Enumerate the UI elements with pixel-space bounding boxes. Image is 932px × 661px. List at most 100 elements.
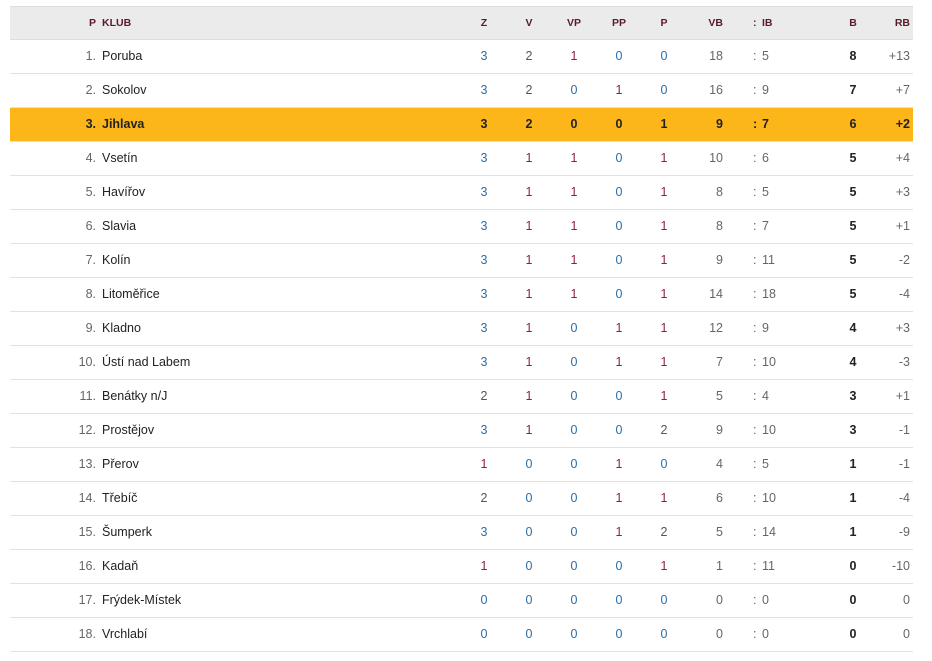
header-points[interactable]: B	[849, 17, 857, 29]
colon: :	[753, 253, 757, 267]
losses: 1	[660, 253, 668, 267]
losses: 1	[660, 219, 668, 233]
losses: 0	[660, 457, 668, 471]
points: 3	[849, 423, 857, 437]
goals-against: 14	[762, 525, 776, 539]
club-name[interactable]: Prostějov	[102, 423, 155, 437]
colon: :	[753, 287, 757, 301]
ot-wins: 1	[570, 219, 578, 233]
losses: 1	[660, 321, 668, 335]
header-position[interactable]: P	[88, 17, 96, 29]
ot-wins: 0	[570, 355, 578, 369]
club-name[interactable]: Benátky n/J	[102, 389, 168, 403]
ot-wins: 0	[570, 117, 578, 131]
colon: :	[753, 83, 757, 97]
goal-diff: 0	[903, 627, 910, 641]
club-name[interactable]: Jihlava	[102, 117, 145, 131]
table-row[interactable]: 9. Kladno 3 1 0 1 1 12:9 4 +3	[10, 312, 913, 346]
wins: 1	[525, 287, 533, 301]
table-row[interactable]: 11. Benátky n/J 2 1 0 0 1 5:4 3 +1	[10, 380, 913, 414]
colon: :	[753, 559, 757, 573]
played: 3	[480, 185, 488, 199]
position: 1.	[85, 49, 96, 63]
ot-losses: 0	[615, 593, 623, 607]
played: 3	[480, 253, 488, 267]
header-goals-for[interactable]: VB	[708, 17, 723, 29]
colon: :	[753, 49, 757, 63]
club-name[interactable]: Vrchlabí	[102, 627, 148, 641]
header-ot-losses[interactable]: PP	[611, 17, 626, 29]
ot-losses: 0	[615, 423, 623, 437]
table-row[interactable]: 17. Frýdek-Místek 0 0 0 0 0 0:0 0 0	[10, 584, 913, 618]
table-row[interactable]: 15. Šumperk 3 0 0 1 2 5:14 1 -9	[10, 516, 913, 550]
position: 4.	[85, 151, 96, 165]
club-name[interactable]: Třebíč	[102, 491, 138, 505]
points: 5	[849, 185, 857, 199]
ot-wins: 0	[570, 491, 578, 505]
club-name[interactable]: Sokolov	[102, 83, 147, 97]
ot-wins: 1	[570, 287, 578, 301]
club-name[interactable]: Havířov	[102, 185, 146, 199]
played: 3	[480, 423, 488, 437]
goal-diff: +13	[888, 49, 910, 63]
losses: 1	[660, 117, 668, 131]
club-name[interactable]: Kolín	[102, 253, 131, 267]
header-goal-diff[interactable]: RB	[894, 17, 910, 29]
losses: 0	[660, 83, 668, 97]
played: 3	[480, 355, 488, 369]
goals-for: 6	[716, 491, 723, 505]
position: 9.	[85, 321, 96, 335]
club-name[interactable]: Vsetín	[102, 151, 138, 165]
table-row[interactable]: 12. Prostějov 3 1 0 0 2 9:10 3 -1	[10, 414, 913, 448]
table-row[interactable]: 14. Třebíč 2 0 0 1 1 6:10 1 -4	[10, 482, 913, 516]
club-name[interactable]: Kladno	[102, 321, 141, 335]
club-name[interactable]: Šumperk	[102, 525, 153, 539]
goals-for: 9	[716, 423, 723, 437]
table-row[interactable]: 1. Poruba 3 2 1 0 0 18:5 8 +13	[10, 40, 913, 74]
goals-for: 4	[716, 457, 723, 471]
table-row[interactable]: 8. Litoměřice 3 1 1 0 1 14:18 5 -4	[10, 278, 913, 312]
table-row[interactable]: 4. Vsetín 3 1 1 0 1 10:6 5 +4	[10, 142, 913, 176]
ot-wins: 0	[570, 83, 578, 97]
header-losses[interactable]: P	[660, 17, 668, 29]
ot-losses: 0	[615, 287, 623, 301]
club-name[interactable]: Slavia	[102, 219, 137, 233]
standings-table: P KLUB Z V VP PP P VB : IB B RB 1. Poruba…	[10, 6, 913, 652]
table-header: P KLUB Z V VP PP P VB : IB B RB	[10, 6, 913, 40]
losses: 0	[660, 593, 668, 607]
position: 11.	[79, 389, 96, 403]
ot-losses: 0	[615, 253, 623, 267]
wins: 1	[525, 219, 533, 233]
club-name[interactable]: Litoměřice	[102, 287, 160, 301]
table-row[interactable]: 13. Přerov 1 0 0 1 0 4:5 1 -1	[10, 448, 913, 482]
header-wins[interactable]: V	[525, 17, 533, 29]
goals-against: 11	[762, 559, 775, 573]
table-row[interactable]: 10. Ústí nad Labem 3 1 0 1 1 7:10 4 -3	[10, 346, 913, 380]
header-club[interactable]: KLUB	[102, 17, 132, 29]
position: 2.	[85, 83, 96, 97]
club-name[interactable]: Ústí nad Labem	[102, 355, 191, 369]
club-name[interactable]: Frýdek-Místek	[102, 593, 182, 607]
ot-losses: 1	[615, 355, 623, 369]
table-row[interactable]: 5. Havířov 3 1 1 0 1 8:5 5 +3	[10, 176, 913, 210]
header-played[interactable]: Z	[480, 17, 488, 29]
club-name[interactable]: Poruba	[102, 49, 143, 63]
club-name[interactable]: Kadaň	[102, 559, 139, 573]
table-row[interactable]: 18. Vrchlabí 0 0 0 0 0 0:0 0 0	[10, 618, 913, 652]
goal-diff: +7	[895, 83, 910, 97]
colon: :	[753, 185, 757, 199]
ot-losses: 1	[615, 83, 623, 97]
goal-diff: +3	[895, 185, 910, 199]
goal-diff: +1	[895, 219, 910, 233]
table-row[interactable]: 2. Sokolov 3 2 0 1 0 16:9 7 +7	[10, 74, 913, 108]
table-row[interactable]: 6. Slavia 3 1 1 0 1 8:7 5 +1	[10, 210, 913, 244]
ot-losses: 0	[615, 117, 623, 131]
table-row[interactable]: 3. Jihlava 3 2 0 0 1 9:7 6 +2	[10, 108, 913, 142]
table-row[interactable]: 7. Kolín 3 1 1 0 1 9:11 5 -2	[10, 244, 913, 278]
header-goals-against[interactable]: IB	[762, 17, 773, 29]
goals-against: 5	[762, 185, 769, 199]
header-ot-wins[interactable]: VP	[566, 17, 581, 29]
goals-for: 5	[716, 525, 723, 539]
table-row[interactable]: 16. Kadaň 1 0 0 0 1 1:11 0 -10	[10, 550, 913, 584]
club-name[interactable]: Přerov	[102, 457, 139, 471]
